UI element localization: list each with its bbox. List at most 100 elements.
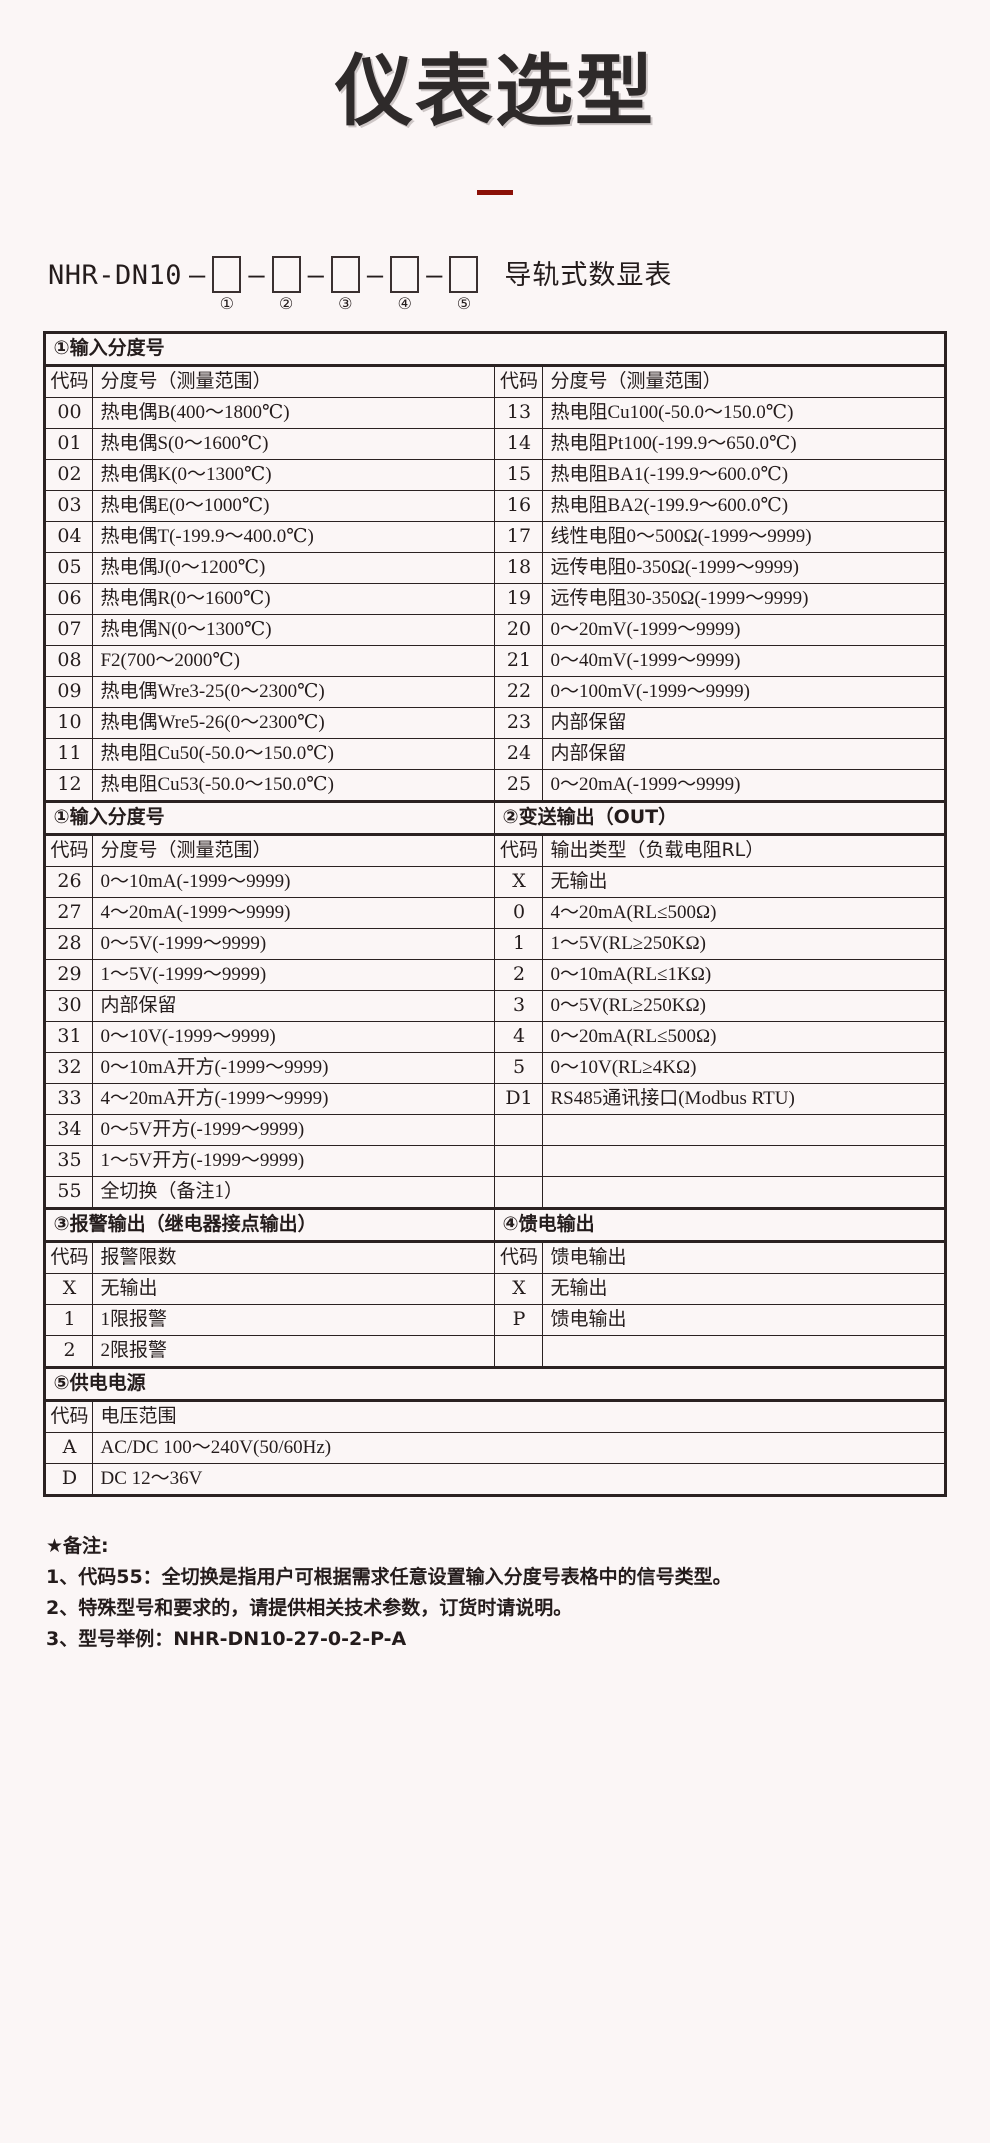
- cell-code: 02: [43, 458, 94, 491]
- model-slot-5[interactable]: ⑤: [449, 255, 479, 313]
- table-row: 31 0～10V(-1999～9999) 4 0～20mA(RL≤500Ω): [43, 1020, 947, 1053]
- model-slot-box-2[interactable]: [271, 255, 301, 293]
- table-row: 55 全切换（备注1）: [43, 1175, 947, 1209]
- col-header-code-l1: 代码: [43, 364, 94, 398]
- cell-code: 2: [43, 1334, 94, 1368]
- cell-code: 34: [43, 1113, 94, 1146]
- cell-code: 12: [43, 768, 94, 802]
- model-slot-index-4: ④: [397, 293, 412, 313]
- table-row: ⑤供电电源: [43, 1365, 947, 1402]
- section-header-1b: ①输入分度号: [43, 799, 496, 836]
- cell-desc: 无输出: [92, 1272, 496, 1305]
- cell-desc: 线性电阻0～500Ω(-1999～9999): [542, 520, 947, 553]
- table-row: 29 1～5V(-1999～9999) 2 0～10mA(RL≤1KΩ): [43, 958, 947, 991]
- cell-code: 16: [494, 489, 544, 522]
- cell-desc: 4～20mA开方(-1999～9999): [92, 1082, 496, 1115]
- cell-desc: 0～5V(RL≥250KΩ): [542, 989, 947, 1022]
- cell-desc: 0～10mA开方(-1999～9999): [92, 1051, 496, 1084]
- model-slot-box-4[interactable]: [390, 255, 420, 293]
- model-slot-3[interactable]: ③: [330, 255, 360, 313]
- cell-code: 09: [43, 675, 94, 708]
- cell-code: 05: [43, 551, 94, 584]
- table-row: ①输入分度号 ②变送输出（OUT）: [43, 799, 947, 836]
- model-dash-1: –: [248, 259, 265, 291]
- notes-block: ★备注: 1、代码55：全切换是指用户可根据需求任意设置输入分度号表格中的信号类…: [46, 1531, 990, 1655]
- table-row: 32 0～10mA开方(-1999～9999) 5 0～10V(RL≥4KΩ): [43, 1051, 947, 1084]
- model-slot-1[interactable]: ①: [212, 255, 242, 313]
- cell-desc: 1～5V开方(-1999～9999): [92, 1144, 496, 1177]
- col-header-code-l2: 代码: [43, 833, 94, 867]
- cell-code: 27: [43, 896, 94, 929]
- model-slot-box-1[interactable]: [212, 255, 242, 293]
- model-dash-0: –: [189, 259, 206, 291]
- model-slot-box-5[interactable]: [449, 255, 479, 293]
- cell-code: X: [494, 865, 544, 898]
- model-dash-2: –: [307, 259, 324, 291]
- cell-desc: 0～10mA(-1999～9999): [92, 865, 496, 898]
- model-slot-box-3[interactable]: [330, 255, 360, 293]
- cell-desc: 内部保留: [542, 737, 947, 770]
- cell-code: 2: [494, 958, 544, 991]
- cell-desc: 热电偶E(0～1000℃): [92, 489, 496, 522]
- cell-code: 18: [494, 551, 544, 584]
- cell-code: D: [43, 1462, 94, 1496]
- section-header-5: ⑤供电电源: [43, 1365, 947, 1402]
- model-slot-index-2: ②: [278, 293, 294, 313]
- note-item-1: 1、代码55：全切换是指用户可根据需求任意设置输入分度号表格中的信号类型。: [46, 1565, 732, 1588]
- table-row: 30 内部保留 3 0～5V(RL≥250KΩ): [43, 989, 947, 1022]
- table-row: 05 热电偶J(0～1200℃) 18 远传电阻0-350Ω(-1999～999…: [43, 551, 947, 584]
- col-header-grade-l2: 分度号（测量范围）: [92, 833, 496, 867]
- col-header-code-r2: 代码: [494, 833, 544, 867]
- col-header-code-power: 代码: [43, 1399, 94, 1433]
- table-row: 11 热电阻Cu50(-50.0～150.0℃) 24 内部保留: [43, 737, 947, 770]
- cell-desc: 馈电输出: [542, 1303, 947, 1336]
- cell-desc: 1限报警: [92, 1303, 496, 1336]
- cell-code: 23: [494, 706, 544, 739]
- cell-code: 01: [43, 427, 94, 460]
- model-slot-4[interactable]: ④: [390, 255, 420, 313]
- cell-code: 10: [43, 706, 94, 739]
- col-header-code-alarm: 代码: [43, 1240, 94, 1274]
- section-header-3: ③报警输出（继电器接点输出）: [43, 1206, 496, 1243]
- cell-desc: 热电阻BA1(-199.9～600.0℃): [542, 458, 947, 491]
- notes-heading: ★备注:: [46, 1534, 109, 1557]
- cell-code: 20: [494, 613, 544, 646]
- cell-code: 04: [43, 520, 94, 553]
- section-header-2: ②变送输出（OUT）: [494, 799, 947, 836]
- cell-code: 28: [43, 927, 94, 960]
- cell-code: 4: [494, 1020, 544, 1053]
- cell-desc: 0～20mV(-1999～9999): [542, 613, 947, 646]
- table-row: 27 4～20mA(-1999～9999) 0 4～20mA(RL≤500Ω): [43, 896, 947, 929]
- cell-desc: 远传电阻0-350Ω(-1999～9999): [542, 551, 947, 584]
- cell-desc: 热电阻BA2(-199.9～600.0℃): [542, 489, 947, 522]
- model-slot-index-3: ③: [338, 293, 353, 313]
- table-row: 00 热电偶B(400～1800℃) 13 热电阻Cu100(-50.0～150…: [43, 396, 947, 429]
- table-row: 代码 电压范围: [43, 1399, 947, 1433]
- model-slot-2[interactable]: ②: [271, 255, 301, 313]
- cell-desc: 内部保留: [542, 706, 947, 739]
- cell-code: [494, 1144, 544, 1177]
- table-row: 代码 分度号（测量范围） 代码 分度号（测量范围）: [43, 364, 947, 398]
- cell-desc: 热电偶S(0～1600℃): [92, 427, 496, 460]
- table-row: 10 热电偶Wre5-26(0～2300℃) 23 内部保留: [43, 706, 947, 739]
- col-header-grade-r1: 分度号（测量范围）: [542, 364, 947, 398]
- cell-code: 35: [43, 1144, 94, 1177]
- model-dash-4: –: [426, 259, 443, 291]
- table-row: 04 热电偶T(-199.9～400.0℃) 17 线性电阻0～500Ω(-19…: [43, 520, 947, 553]
- col-header-code-r1: 代码: [494, 364, 544, 398]
- cell-code: 3: [494, 989, 544, 1022]
- cell-desc: [542, 1113, 947, 1146]
- cell-desc: 4～20mA(-1999～9999): [92, 896, 496, 929]
- table-row: 09 热电偶Wre3-25(0～2300℃) 22 0～100mV(-1999～…: [43, 675, 947, 708]
- col-header-code-feed: 代码: [494, 1240, 544, 1274]
- cell-desc: 1～5V(-1999～9999): [92, 958, 496, 991]
- table-row: 06 热电偶R(0～1600℃) 19 远传电阻30-350Ω(-1999～99…: [43, 582, 947, 615]
- col-header-grade-l1: 分度号（测量范围）: [92, 364, 496, 398]
- note-item-2: 2、特殊型号和要求的，请提供相关技术参数，订货时请说明。: [46, 1596, 573, 1619]
- cell-code: 00: [43, 396, 94, 429]
- table-row: D DC 12～36V: [43, 1462, 947, 1496]
- cell-code: [494, 1113, 544, 1146]
- cell-code: 11: [43, 737, 94, 770]
- cell-desc: 全切换（备注1）: [92, 1175, 496, 1209]
- cell-desc: F2(700～2000℃): [92, 644, 496, 677]
